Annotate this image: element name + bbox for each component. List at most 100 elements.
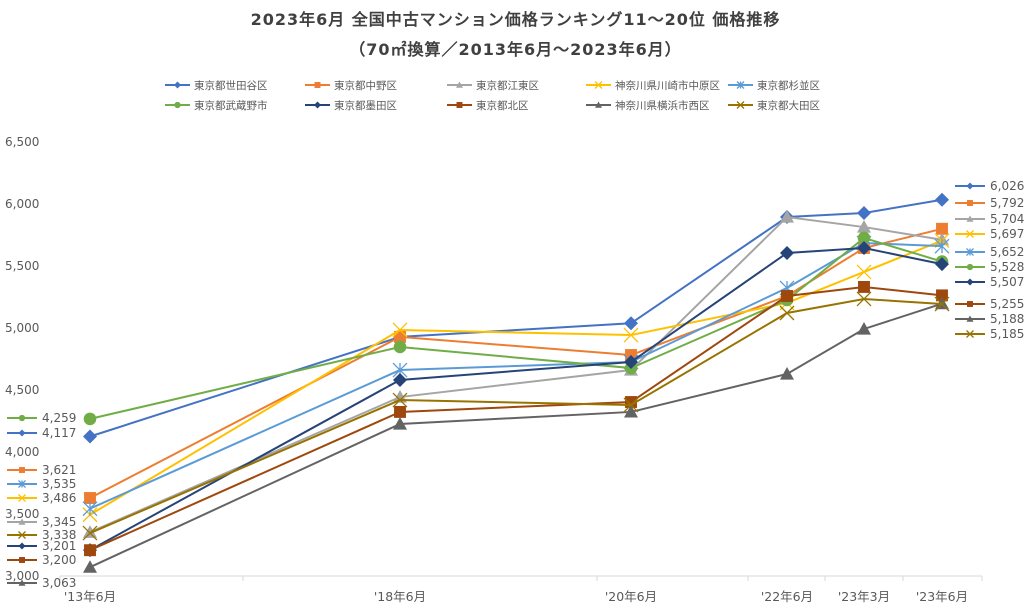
square-marker [84,492,96,504]
legend-label: 東京都北区 [476,99,529,112]
start-value-text: 3,063 [42,576,76,590]
x-marker [966,230,974,238]
diamond-marker [83,429,97,444]
star-marker [966,248,974,256]
y-tick-label: 5,000 [5,321,39,335]
data-point [623,397,639,413]
square-marker [19,467,25,473]
data-point [780,366,794,380]
data-point [936,222,948,235]
series-line [89,198,943,438]
legend-marker [314,101,321,109]
diamond-marker [624,354,638,369]
data-point [82,501,98,517]
data-point [393,372,407,387]
circle-marker [393,340,407,354]
diamond-marker [18,542,26,550]
series-line [89,215,943,534]
legend-marker [174,101,181,109]
start-value-label: 3,345 [7,515,76,529]
end-value-label: 5,697 [955,227,1024,241]
x-marker [623,327,639,343]
label-marker [966,230,974,238]
legend-item: 神奈川県横浜市西区 [586,99,710,112]
label-marker [19,467,25,473]
end-value-label: 5,792 [955,196,1024,210]
triangle-marker [393,416,407,430]
end-value-text: 5,185 [990,327,1024,341]
series-7 [84,280,948,557]
square-marker [456,102,463,108]
x-tick-label: '13年6月 [64,589,116,604]
data-point [781,290,793,302]
start-value-label: 3,338 [7,528,76,542]
triangle-marker [456,81,463,88]
data-point [857,321,871,335]
data-point [625,396,637,408]
x-marker [18,531,26,539]
y-tick-label: 3,500 [5,507,39,521]
x-marker [736,101,745,109]
circle-marker [83,412,97,426]
series-4 [82,235,950,517]
label-marker [966,215,974,222]
data-point [936,289,948,302]
data-point [935,257,949,272]
data-point [856,291,872,307]
square-marker [936,222,948,235]
data-point [935,296,949,310]
square-marker [781,290,793,302]
x-marker [779,305,795,321]
label-marker [18,518,26,525]
start-value-text: 3,345 [42,515,76,529]
data-point [935,192,949,207]
y-tick-label: 6,500 [5,135,39,149]
data-point [856,264,872,280]
data-point [394,405,406,418]
diamond-marker [624,316,638,331]
triangle-marker [780,210,794,223]
triangle-marker [935,296,949,310]
legend-label: 東京都世田谷区 [194,79,268,92]
star-marker [934,238,950,254]
legend-item: 東京都北区 [447,99,529,112]
data-point [857,241,871,256]
legend-label: 東京都中野区 [334,79,397,92]
x-tick-label: '20年6月 [605,589,657,604]
label-marker [18,494,26,502]
diamond-marker [393,372,407,387]
square-marker [936,289,948,302]
legend-marker [456,102,463,108]
x-marker [623,397,639,413]
start-value-label: 3,200 [7,553,76,567]
star-marker [18,480,26,488]
end-value-text: 6,026 [990,179,1024,193]
triangle-marker [83,525,97,538]
label-marker [18,414,26,422]
diamond-marker [966,278,974,286]
legend-marker [456,81,463,88]
end-value-text: 5,652 [990,245,1024,259]
label-marker [19,557,25,563]
start-value-text: 4,259 [42,411,76,425]
start-value-text: 4,117 [42,426,76,440]
square-marker [19,557,25,563]
start-value-label: 3,535 [7,477,76,491]
legend-marker [736,101,745,109]
end-value-text: 5,704 [990,212,1024,226]
triangle-marker [857,321,871,335]
circle-marker [966,263,974,271]
legend-item: 東京都墨田区 [305,99,397,112]
label-marker [967,200,973,206]
end-value-text: 5,188 [990,312,1024,326]
label-marker [967,301,973,307]
label-marker [966,278,974,286]
legend-item: 神奈川県川崎市中原区 [586,79,720,92]
triangle-marker [18,579,26,586]
data-point [934,296,950,312]
triangle-marker [18,518,26,525]
label-marker [966,263,974,271]
data-point [83,412,97,426]
triangle-marker [966,215,974,222]
y-tick-label: 4,500 [5,383,39,397]
